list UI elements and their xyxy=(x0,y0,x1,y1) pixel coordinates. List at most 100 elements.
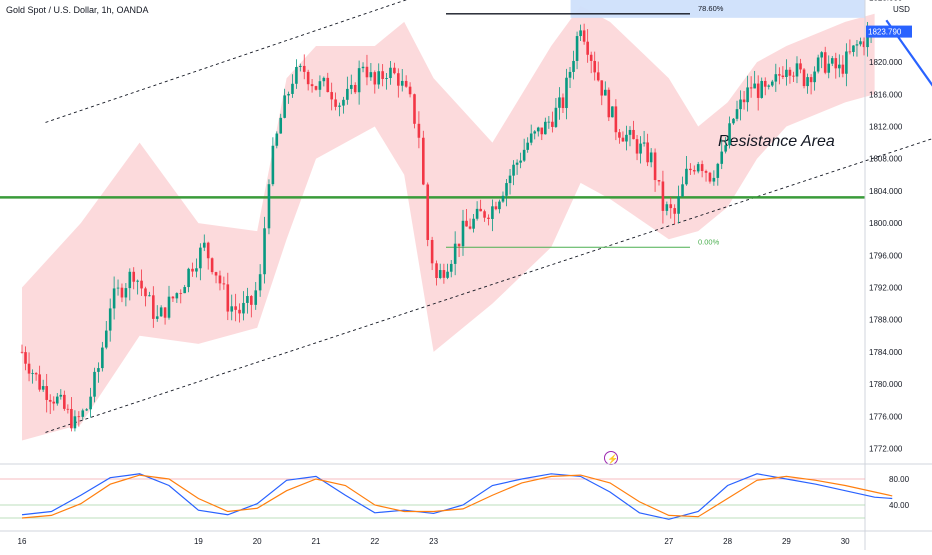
candle-body xyxy=(708,172,712,182)
candle-body xyxy=(55,396,59,404)
candle-body xyxy=(101,347,104,369)
candle-body xyxy=(841,64,845,74)
price-tick-label: 1788.000 xyxy=(869,316,903,325)
candle-body xyxy=(438,270,442,278)
candle-body xyxy=(73,416,77,429)
candle-body xyxy=(20,351,24,353)
candle-body xyxy=(866,31,869,48)
candle-body xyxy=(263,228,266,275)
candle-body xyxy=(120,287,124,298)
candle-body xyxy=(778,74,781,76)
candle-body xyxy=(254,290,258,305)
candle-body xyxy=(81,410,85,417)
candle-body xyxy=(618,132,621,138)
candle-body xyxy=(218,275,222,284)
candle-body xyxy=(742,99,746,103)
candle-body xyxy=(635,139,639,154)
candle-body xyxy=(526,142,529,150)
candle-body xyxy=(442,270,446,278)
candle-body xyxy=(206,242,210,259)
candle-body xyxy=(334,99,337,107)
candle-body xyxy=(291,83,294,94)
candle-body xyxy=(575,36,579,61)
candle-body xyxy=(732,118,735,124)
candle-body xyxy=(155,316,159,319)
candle-body xyxy=(342,99,345,106)
time-tick-label: 29 xyxy=(782,537,791,546)
candle-body xyxy=(132,271,136,282)
candle-body xyxy=(116,287,120,289)
candle-body xyxy=(763,80,767,87)
candle-body xyxy=(572,60,575,72)
time-tick-label: 28 xyxy=(723,537,732,546)
candle-body xyxy=(735,109,739,119)
candle-body xyxy=(246,296,249,303)
channel-lower-line xyxy=(45,138,932,433)
stoch-line-d xyxy=(21,474,893,519)
candle-body xyxy=(739,99,742,110)
price-tick-label: 1772.000 xyxy=(869,445,903,454)
candle-body xyxy=(453,243,457,264)
chart-title: Gold Spot / U.S. Dollar, 1h, OANDA xyxy=(6,5,149,15)
candle-body xyxy=(468,226,472,229)
candle-body xyxy=(373,72,377,85)
price-tick-label: 1828.000 xyxy=(869,0,903,3)
candle-body xyxy=(665,204,669,211)
candle-body xyxy=(862,41,866,48)
candle-body xyxy=(582,30,586,42)
candle-body xyxy=(848,51,852,53)
candle-body xyxy=(547,121,551,123)
candle-body xyxy=(222,283,226,285)
candle-body xyxy=(226,284,230,312)
candle-body xyxy=(483,211,486,218)
candle-body xyxy=(299,65,302,67)
candle-body xyxy=(746,87,749,103)
candle-body xyxy=(242,302,245,314)
candle-body xyxy=(505,183,508,196)
candle-body xyxy=(529,133,533,143)
bollinger-band xyxy=(22,5,875,441)
candle-body xyxy=(642,142,646,144)
candle-body xyxy=(338,105,341,107)
osc-tick-label: 40.00 xyxy=(889,501,910,510)
candle-body xyxy=(472,218,475,229)
candle-body xyxy=(144,288,147,297)
candle-body xyxy=(533,131,537,134)
candle-body xyxy=(302,65,306,72)
candle-body xyxy=(820,52,823,58)
candle-body xyxy=(512,164,515,176)
candle-body xyxy=(426,184,430,240)
price-axis-unit: USD xyxy=(893,5,910,14)
price-tick-label: 1800.000 xyxy=(869,219,903,228)
candle-body xyxy=(498,201,501,210)
candle-body xyxy=(314,86,318,90)
candle-body xyxy=(586,41,589,55)
candle-body xyxy=(596,72,600,81)
candle-body xyxy=(449,263,453,272)
candle-body xyxy=(48,399,52,402)
price-tick-label: 1816.000 xyxy=(869,90,903,99)
candle-body xyxy=(413,94,416,124)
candle-body xyxy=(565,77,568,109)
candle-body xyxy=(540,127,544,135)
candle-body xyxy=(756,83,760,98)
candle-body xyxy=(628,129,632,135)
candle-body xyxy=(310,84,314,87)
candle-body xyxy=(816,57,820,72)
candle-body xyxy=(704,171,708,173)
time-tick-label: 16 xyxy=(18,537,27,546)
candle-body xyxy=(140,280,143,289)
candle-body xyxy=(326,77,330,93)
candle-body xyxy=(827,63,831,73)
candle-body xyxy=(435,263,438,278)
candle-body xyxy=(522,149,526,161)
candle-body xyxy=(108,308,112,331)
time-tick-label: 30 xyxy=(841,537,850,546)
candle-body xyxy=(422,137,425,185)
candle-body xyxy=(171,296,175,299)
candle-body xyxy=(214,272,218,276)
candle-body xyxy=(753,83,756,89)
candle-body xyxy=(322,77,326,82)
price-tick-label: 1780.000 xyxy=(869,380,903,389)
